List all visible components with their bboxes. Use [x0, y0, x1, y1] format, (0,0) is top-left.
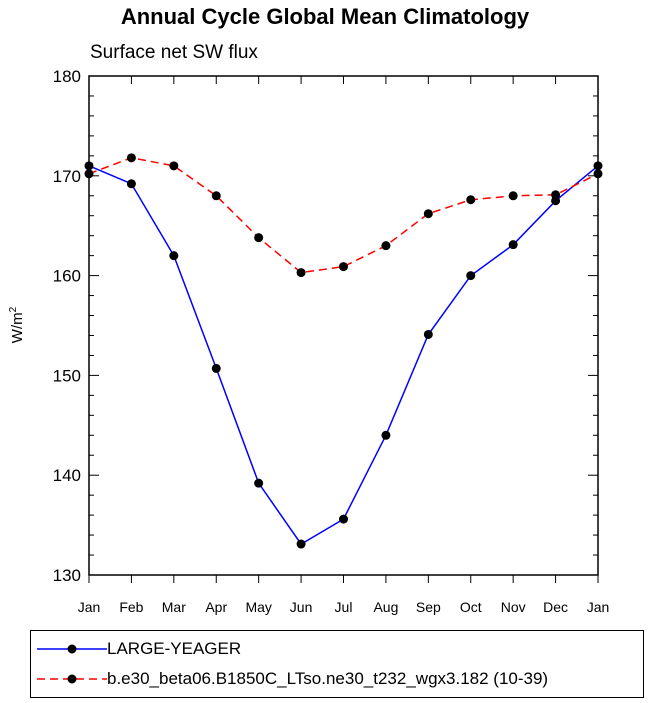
y-axis-label-superscript: 2 — [8, 306, 19, 312]
y-tick-label: 170 — [53, 167, 81, 186]
y-tick-label: 160 — [53, 267, 81, 286]
y-axis-label-text: W/m — [9, 312, 26, 343]
series-1-point — [296, 539, 306, 549]
x-tick-label: Jan — [78, 599, 101, 615]
legend-label-series-2: b.e30_beta06.B1850C_LTso.ne30_t232_wgx3.… — [107, 669, 549, 688]
series-1-point — [593, 161, 603, 171]
series-2-point — [211, 191, 221, 201]
legend-label-series-1: LARGE-YEAGER — [107, 639, 242, 658]
series-2-point — [296, 268, 306, 278]
series-1-point — [381, 430, 391, 440]
legend-item-large-yeager: LARGE-YEAGER — [31, 637, 643, 663]
x-tick-label: Oct — [460, 599, 482, 615]
series-line-2 — [88, 157, 599, 274]
series-2-point — [508, 191, 518, 201]
legend-swatch-red-dashed-icon — [37, 674, 107, 684]
chart-title: Annual Cycle Global Mean Climatology — [120, 4, 530, 29]
series-1-point — [254, 478, 264, 488]
x-tick-label: Feb — [119, 599, 143, 615]
legend-swatch-blue-icon — [37, 644, 107, 654]
legend: LARGE-YEAGER b.e30_beta06.B1850C_LTso.ne… — [30, 630, 644, 698]
series-line-1 — [88, 165, 599, 546]
marker-group — [84, 153, 603, 549]
series-2-point — [593, 169, 603, 179]
plot-frame — [88, 75, 599, 576]
series-2-point — [84, 169, 94, 179]
x-tick-label: Jul — [335, 599, 353, 615]
series-1-point — [84, 161, 94, 171]
x-tick-label: May — [245, 599, 271, 615]
x-tick-label: Nov — [501, 599, 526, 615]
y-tick-label: 150 — [53, 366, 81, 385]
series-1-point — [466, 271, 476, 281]
x-tick-label: Aug — [373, 599, 398, 615]
chart-subtitle: Surface net SW flux — [90, 42, 258, 63]
series-2-point — [339, 262, 348, 272]
series-1-point — [423, 329, 433, 339]
series-1-point — [508, 240, 518, 250]
series-1-point — [339, 514, 348, 524]
x-tick-label: Apr — [205, 599, 227, 615]
y-tick-label: 180 — [53, 67, 81, 86]
legend-item-beta06: b.e30_beta06.B1850C_LTso.ne30_t232_wgx3.… — [31, 667, 643, 693]
x-tick-label: Mar — [162, 599, 186, 615]
axes: 130 140 150 160 170 180 Jan Feb Mar Apr May Jun Jul A… — [53, 67, 610, 615]
series-2-point — [466, 195, 476, 205]
x-tick-label: Jan — [587, 599, 610, 615]
y-tick-label: 130 — [53, 566, 81, 585]
line-chart: 130 140 150 160 170 180 Jan Feb Mar Apr May Jun Jul A… — [8, 67, 610, 615]
series-2-point — [169, 161, 179, 171]
series-2-point — [381, 241, 391, 251]
series-group — [88, 157, 599, 546]
series-1-point — [211, 363, 221, 373]
series-2-point — [551, 190, 561, 200]
series-2-point — [126, 153, 136, 163]
x-tick-label: Jun — [290, 599, 313, 615]
series-2-point — [254, 233, 264, 243]
y-tick-label: 140 — [53, 466, 81, 485]
x-tick-label: Dec — [543, 599, 568, 615]
series-2-point — [423, 209, 433, 219]
y-axis-label: W/m2 — [8, 306, 26, 343]
x-tick-label: Sep — [416, 599, 441, 615]
series-1-point — [169, 251, 179, 261]
series-1-point — [126, 179, 136, 189]
